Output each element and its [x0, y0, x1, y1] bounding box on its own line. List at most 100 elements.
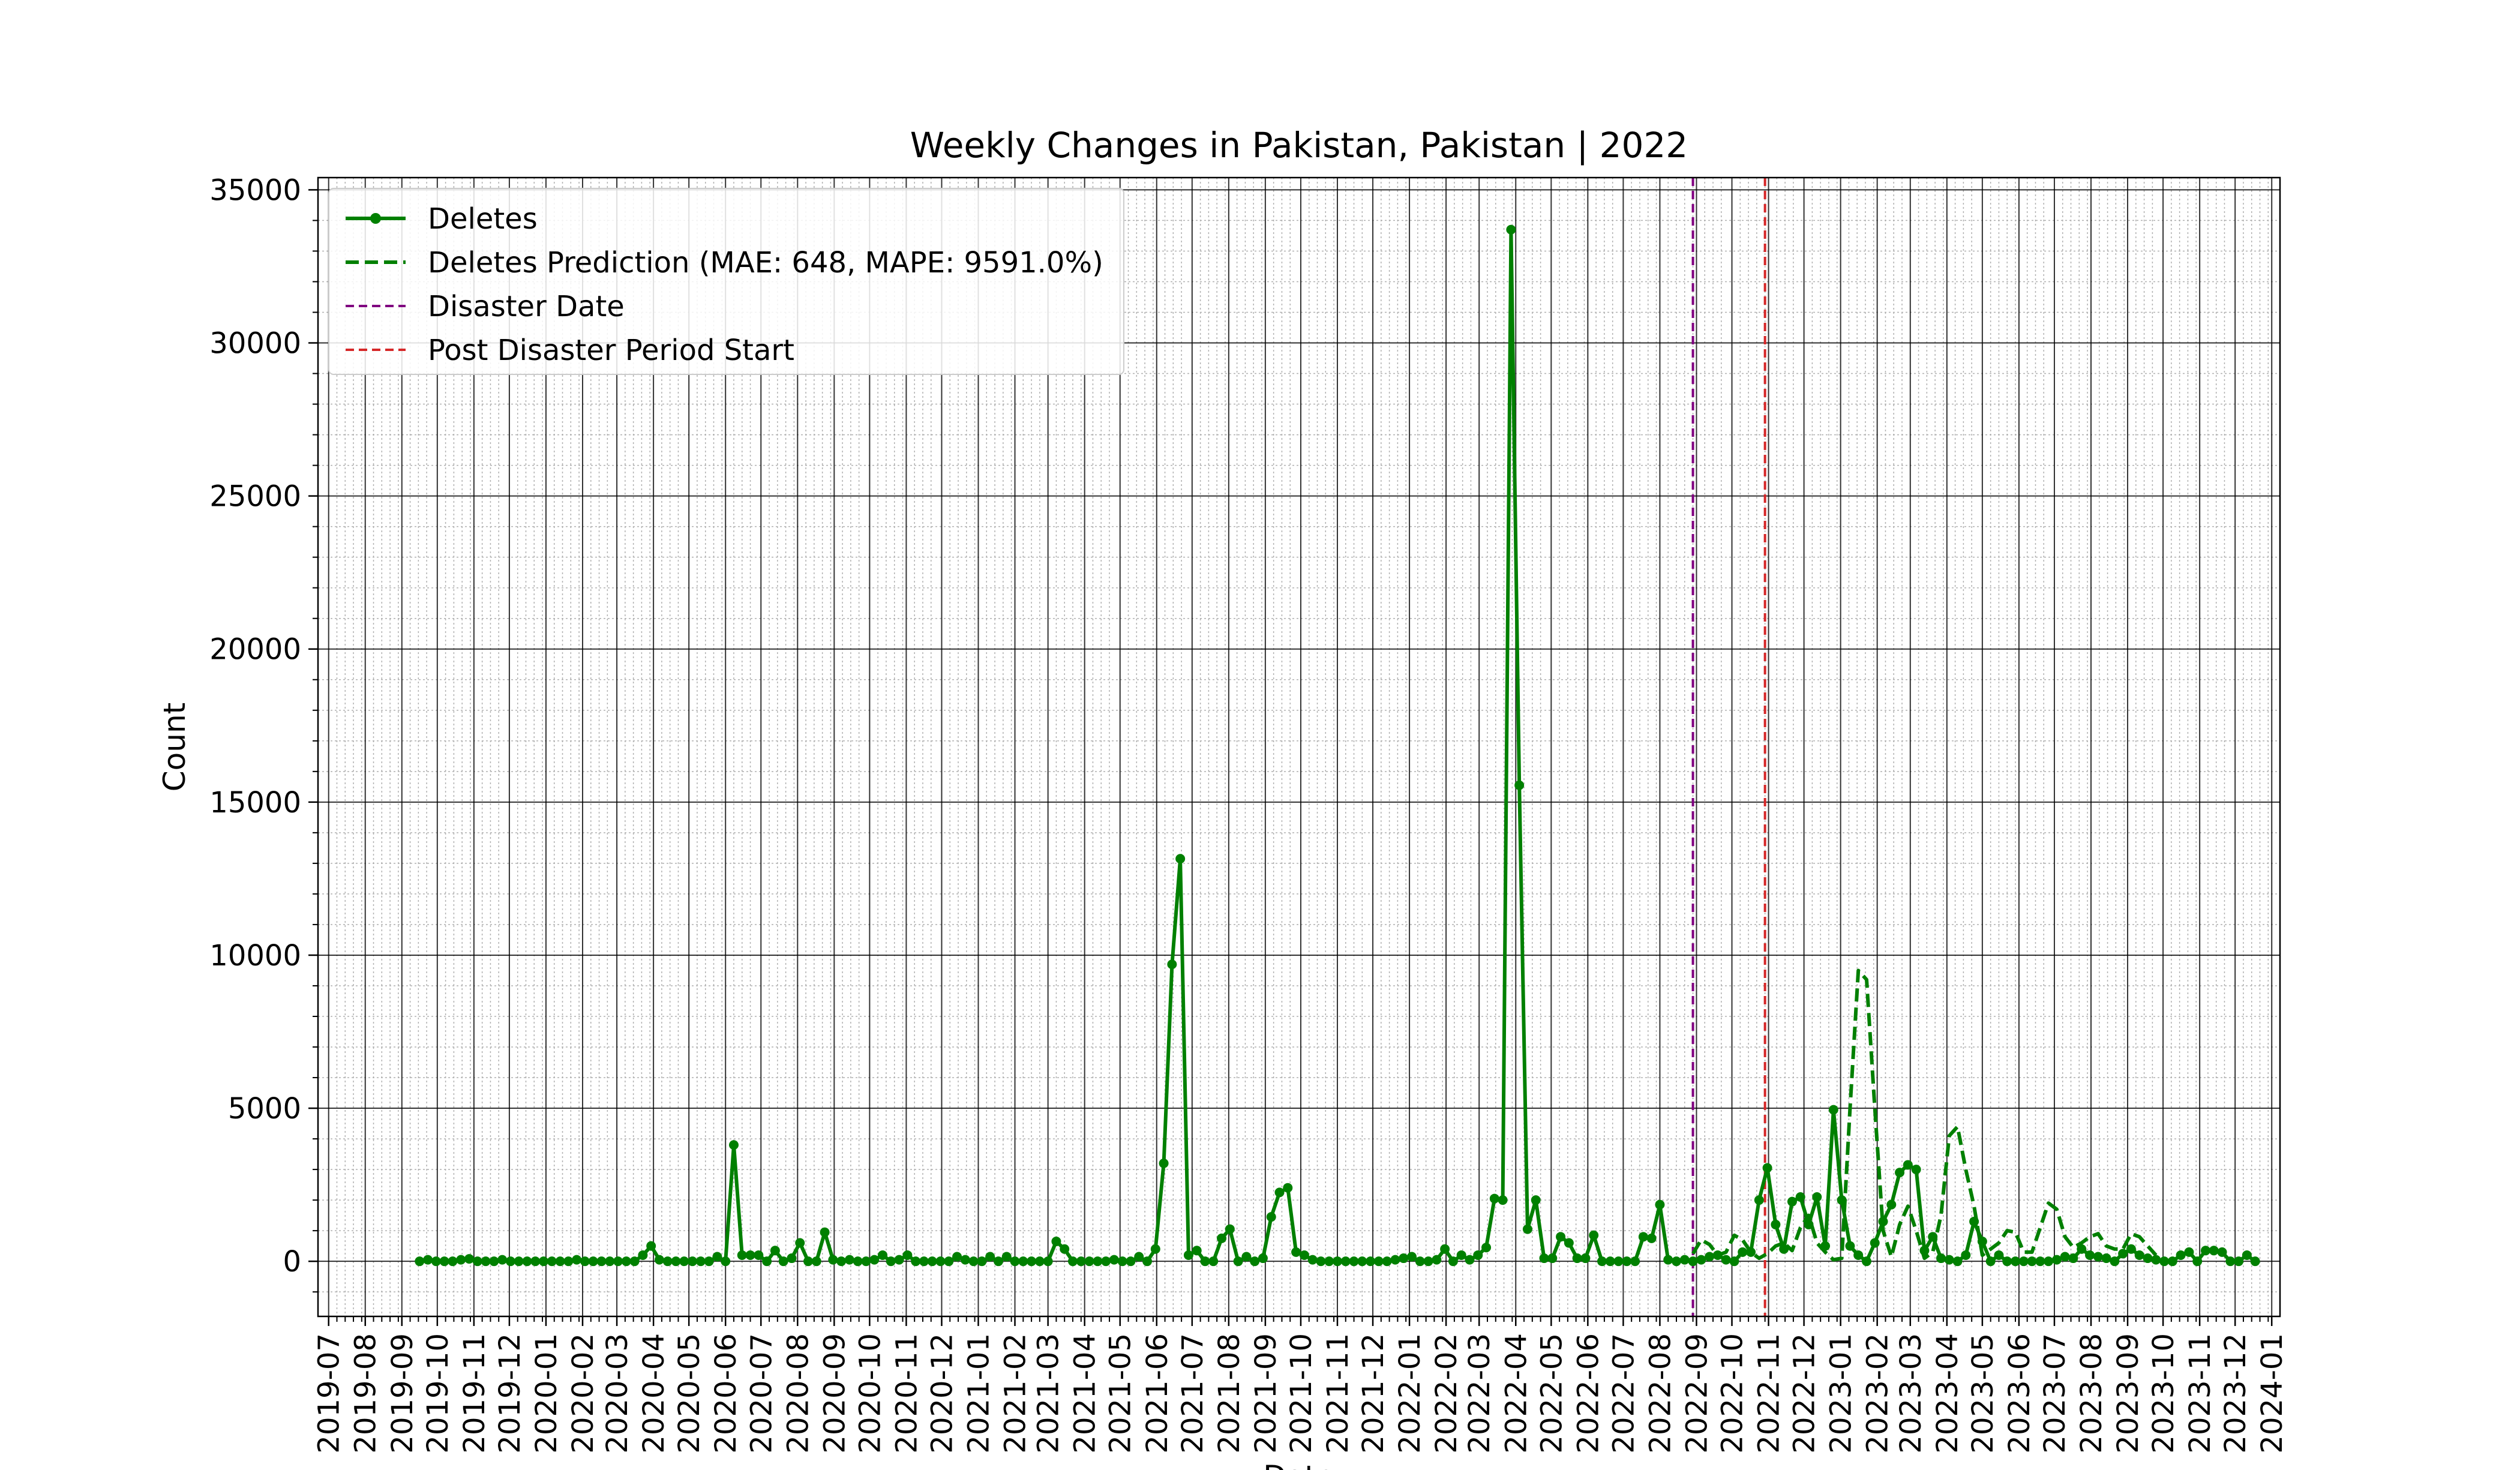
- x-tick-label: 2023-10: [2147, 1333, 2180, 1454]
- deletes-data-point: [1208, 1256, 1219, 1267]
- deletes-data-point: [1266, 1212, 1276, 1222]
- deletes-data-point: [1994, 1250, 2004, 1260]
- deletes-data-point: [811, 1256, 821, 1267]
- deletes-data-point: [1010, 1256, 1020, 1267]
- deletes-data-point: [1572, 1253, 1582, 1264]
- deletes-data-point: [514, 1256, 524, 1267]
- deletes-data-point: [1688, 1256, 1698, 1267]
- deletes-data-point: [1101, 1256, 1111, 1267]
- deletes-data-point: [1597, 1256, 1607, 1267]
- deletes-data-point: [1258, 1253, 1268, 1264]
- deletes-data-point: [1985, 1256, 1996, 1267]
- x-tick-label: 2021-10: [1285, 1333, 1318, 1454]
- deletes-data-point: [1878, 1216, 1888, 1226]
- deletes-data-point: [1142, 1256, 1153, 1267]
- x-tick-label: 2022-07: [1607, 1333, 1640, 1454]
- deletes-data-point: [2027, 1256, 2037, 1267]
- deletes-data-point: [464, 1254, 474, 1264]
- deletes-data-point: [1117, 1256, 1127, 1267]
- x-tick-label: 2020-04: [637, 1333, 671, 1454]
- deletes-data-point: [1771, 1219, 1781, 1229]
- deletes-data-point: [894, 1255, 904, 1265]
- deletes-data-point: [588, 1256, 598, 1267]
- deletes-data-point: [952, 1252, 962, 1262]
- y-tick-label: 10000: [209, 939, 301, 973]
- deletes-data-point: [1159, 1158, 1169, 1168]
- x-tick-label: 2022-01: [1393, 1333, 1427, 1454]
- deletes-data-point: [1225, 1224, 1235, 1234]
- deletes-data-point: [2143, 1253, 2153, 1264]
- legend-box: [328, 188, 1124, 375]
- x-tick-label: 2020-12: [925, 1333, 959, 1454]
- deletes-data-point: [960, 1255, 970, 1265]
- deletes-data-point: [1415, 1256, 1425, 1267]
- deletes-data-point: [448, 1256, 458, 1267]
- deletes-data-point: [2200, 1246, 2210, 1256]
- deletes-data-point: [728, 1140, 739, 1150]
- deletes-data-point: [1217, 1233, 1227, 1243]
- deletes-data-point: [1067, 1256, 1078, 1267]
- deletes-data-point: [695, 1256, 706, 1267]
- x-tick-label: 2021-12: [1357, 1333, 1390, 1454]
- deletes-data-point: [2234, 1256, 2244, 1267]
- deletes-data-point: [1506, 224, 1516, 235]
- deletes-data-point: [1630, 1256, 1640, 1267]
- x-tick-label: 2020-07: [745, 1333, 778, 1454]
- deletes-data-point: [1514, 780, 1525, 790]
- deletes-data-point: [1349, 1256, 1359, 1267]
- series: [415, 224, 2260, 1267]
- x-tick-label: 2021-01: [962, 1333, 995, 1454]
- deletes-data-point: [1126, 1256, 1136, 1267]
- deletes-data-point: [1605, 1256, 1615, 1267]
- deletes-data-point: [481, 1256, 491, 1267]
- deletes-data-point: [787, 1253, 797, 1264]
- deletes-data-point: [1977, 1236, 1987, 1246]
- deletes-data-point: [555, 1256, 565, 1267]
- legend-label: Deletes: [428, 202, 538, 236]
- deletes-data-point: [539, 1256, 549, 1267]
- x-tick-label: 2020-11: [890, 1333, 923, 1454]
- deletes-data-point: [2118, 1249, 2128, 1259]
- deletes-data-point: [1489, 1193, 1499, 1204]
- deletes-data-point: [1613, 1256, 1624, 1267]
- deletes-data-point: [1895, 1168, 1905, 1178]
- deletes-data-point: [2151, 1255, 2161, 1265]
- x-tick-label: 2021-07: [1176, 1333, 1210, 1454]
- deletes-data-point: [2192, 1256, 2203, 1267]
- deletes-data-point: [1109, 1255, 1119, 1265]
- deletes-data-point: [1440, 1244, 1450, 1254]
- deletes-data-point: [853, 1256, 863, 1267]
- deletes-data-point: [1738, 1247, 1748, 1257]
- x-tick-label: 2020-08: [781, 1333, 815, 1454]
- deletes-data-point: [1357, 1256, 1367, 1267]
- deletes-data-point: [977, 1256, 987, 1267]
- deletes-data-point: [1853, 1250, 1864, 1260]
- x-tick-label: 2021-03: [1032, 1333, 1066, 1454]
- deletes-data-point: [2011, 1256, 2021, 1267]
- deletes-data-point: [944, 1256, 954, 1267]
- deletes-data-point: [1539, 1253, 1549, 1264]
- legend-label: Deletes Prediction (MAE: 648, MAPE: 9591…: [428, 246, 1103, 280]
- deletes-data-point: [431, 1256, 441, 1267]
- deletes-data-point: [1679, 1255, 1690, 1265]
- x-tick-label: 2019-09: [386, 1333, 419, 1454]
- deletes-data-point: [688, 1256, 698, 1267]
- deletes-data-point: [2077, 1244, 2087, 1254]
- deletes-data-point: [1787, 1196, 1797, 1207]
- deletes-data-point: [1795, 1192, 1805, 1202]
- deletes-data-point: [621, 1256, 631, 1267]
- deletes-data-point: [2209, 1246, 2219, 1256]
- deletes-data-point: [795, 1238, 805, 1248]
- y-tick-label: 0: [283, 1245, 301, 1279]
- deletes-data-point: [1498, 1195, 1508, 1205]
- deletes-data-point: [1233, 1256, 1243, 1267]
- x-tick-label: 2023-09: [2111, 1333, 2145, 1454]
- deletes-data-point: [679, 1256, 689, 1267]
- deletes-data-point: [1382, 1256, 1392, 1267]
- deletes-data-point: [472, 1256, 482, 1267]
- deletes-data-point: [1622, 1256, 1632, 1267]
- deletes-data-point: [1332, 1256, 1342, 1267]
- deletes-data-point: [828, 1255, 838, 1265]
- x-tick-label: 2022-10: [1716, 1333, 1750, 1454]
- deletes-data-point: [505, 1256, 515, 1267]
